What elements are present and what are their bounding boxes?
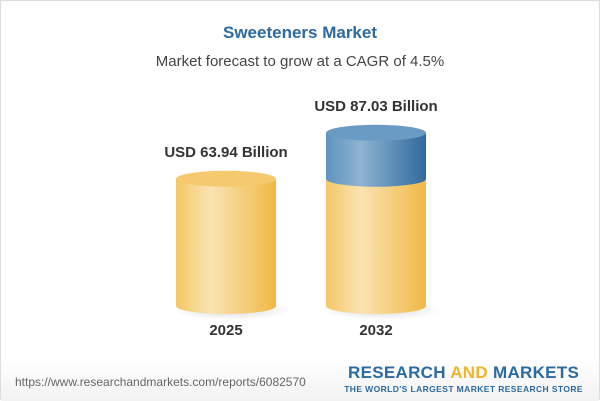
footer-background: [1, 359, 599, 401]
data-label: USD 87.03 Billion: [314, 98, 437, 115]
research-and-markets-logo: RESEARCH AND MARKETS THE WORLD'S LARGEST…: [344, 363, 583, 394]
bar-growth-2032: [326, 132, 426, 187]
bar-top-2025: [176, 170, 276, 187]
x-tick-label: 2032: [359, 322, 392, 339]
bar-base-2032: [326, 178, 426, 314]
x-tick-label: 2025: [209, 322, 242, 339]
bar-top-2032: [326, 124, 426, 141]
data-label: USD 63.94 Billion: [164, 144, 287, 161]
source-url[interactable]: https://www.researchandmarkets.com/repor…: [15, 375, 306, 389]
chart-subtitle: Market forecast to grow at a CAGR of 4.5…: [155, 53, 445, 70]
bar-base-2025: [176, 178, 276, 314]
chart-title: Sweeteners Market: [222, 23, 378, 42]
